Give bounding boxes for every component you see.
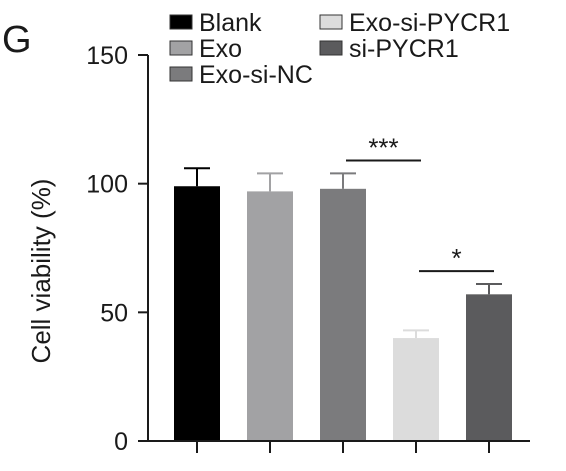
legend-label-exo: Exo (199, 35, 242, 63)
legend-swatch-exo-si-nc (169, 66, 193, 82)
legend-swatch-exo (169, 40, 193, 56)
y-tick-label: 100 (86, 171, 128, 199)
x-ticks-group (196, 441, 490, 453)
y-axis-label: Cell viability (%) (26, 179, 56, 364)
legend-swatch-blank (169, 14, 193, 30)
legend-swatch-exo-si-pycr1 (319, 14, 343, 30)
significance-label: * (451, 243, 461, 273)
legend-label-exo-si-pycr1: Exo-si-PYCR1 (349, 9, 510, 37)
significance-label: *** (368, 133, 398, 163)
legend-swatch-si-pycr1 (319, 40, 343, 56)
y-tick-label: 0 (114, 428, 128, 456)
y-tick-label: 50 (100, 299, 128, 327)
y-ticks-group: 0 50 100 150 (86, 42, 148, 456)
legend-label-exo-si-nc: Exo-si-NC (199, 61, 313, 89)
bar-si-pycr1 (466, 294, 512, 441)
error-bars-group (184, 167, 502, 339)
significance-group: **** (346, 133, 494, 273)
legend-label-blank: Blank (199, 9, 262, 37)
y-tick-label: 150 (86, 42, 128, 70)
bar-exo-si-pycr1 (393, 338, 439, 441)
bar-exo (247, 191, 293, 441)
bar-exo-si-nc (320, 188, 366, 441)
legend-label-si-pycr1: si-PYCR1 (349, 35, 459, 63)
panel-letter: G (2, 19, 32, 61)
bar-blank (174, 186, 220, 441)
bars-group (174, 186, 512, 441)
